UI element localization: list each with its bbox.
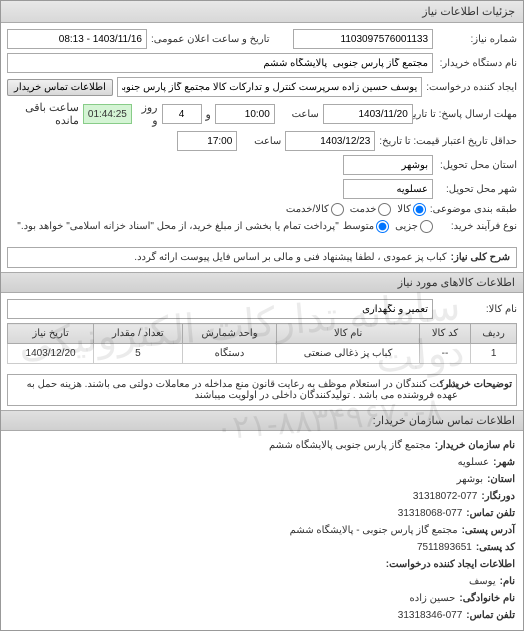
cat-both-radio[interactable]: کالا/خدمت — [286, 203, 344, 216]
remain-days-input[interactable] — [162, 104, 202, 124]
buyer-org-input[interactable] — [7, 53, 433, 73]
desc-box: شرح کلی نیاز: کباب پز عمودی ، لطفا پیشنه… — [7, 247, 517, 268]
c-fax: 31318072-077 — [413, 488, 478, 505]
c-lname: حسین زاده — [410, 590, 456, 607]
province-input[interactable] — [343, 155, 433, 175]
remain-days-label: روز و — [136, 101, 158, 127]
c-fax-label: دورنگار: — [481, 488, 515, 505]
process-label: نوع فرآیند خرید: — [437, 221, 517, 232]
items-table: ردیف کد کالا نام کالا واحد شمارش تعداد /… — [7, 323, 517, 364]
cat-all-radio[interactable]: کالا — [397, 203, 426, 216]
announce-label: تاریخ و ساعت اعلان عمومی: — [151, 34, 270, 45]
city-label: شهر محل تحویل: — [437, 184, 517, 195]
c-creator2-label: اطلاعات ایجاد کننده درخواست: — [386, 556, 515, 573]
category-label: طبقه بندی موضوعی: — [430, 204, 517, 215]
col-date: تاریخ نیاز — [8, 324, 94, 344]
buyer-note-label: توضیحات خریدار: — [462, 379, 512, 401]
c-phone2: 31318346-077 — [398, 607, 463, 624]
c-prov: عسلویه — [458, 454, 490, 471]
c-phone2-label: تلفن تماس: — [466, 607, 515, 624]
remain-time: 01:44:25 — [83, 104, 132, 124]
table-row[interactable]: 1 -- کباب پز ذغالی صنعتی دستگاه 5 1403/1… — [8, 344, 517, 364]
buyer-note-box: توضیحات خریدار: شرکت کنندگان در استعلام … — [7, 374, 517, 406]
c-phone: 31318068-077 — [398, 505, 463, 522]
creator-label: ایجاد کننده درخواست: — [426, 82, 517, 93]
c-phone-label: تلفن تماس: — [466, 505, 515, 522]
c-prov-label: شهر: — [493, 454, 515, 471]
remain-label: ساعت باقی مانده — [7, 101, 79, 127]
cell-unit: دستگاه — [182, 344, 277, 364]
col-qty: تعداد / مقدار — [94, 324, 182, 344]
time-label-1: ساعت — [279, 109, 319, 120]
c-zip: 7511893651 — [417, 539, 472, 556]
c-city: بوشهر — [457, 471, 483, 488]
proc-medium-radio[interactable]: متوسط — [343, 220, 389, 233]
buyer-note-text: شرکت کنندگان در استعلام موظف به رعایت قا… — [12, 379, 458, 401]
table-header-row: ردیف کد کالا نام کالا واحد شمارش تعداد /… — [8, 324, 517, 344]
province-label: استان محل تحویل: — [437, 160, 517, 171]
c-org: مجتمع گاز پارس جنوبی پالایشگاه ششم — [269, 437, 431, 454]
col-name: نام کالا — [277, 324, 419, 344]
category-radio-group: کالا خدمت کالا/خدمت — [286, 203, 426, 216]
process-radio-group: جزیی متوسط — [343, 220, 433, 233]
city-input[interactable] — [343, 179, 433, 199]
cell-date: 1403/12/20 — [8, 344, 94, 364]
c-city-label: استان: — [487, 471, 515, 488]
c-addr: مجتمع گاز پارس جنوبی - پالایشگاه ششم — [290, 522, 458, 539]
cat-service-radio[interactable]: خدمت — [350, 203, 392, 216]
col-row: ردیف — [471, 324, 517, 344]
contact-section-header: اطلاعات تماس سازمان خریدار: — [1, 410, 523, 431]
announce-input[interactable] — [7, 29, 147, 49]
buyer-org-label: نام دستگاه خریدار: — [437, 58, 517, 69]
c-org-label: نام سازمان خریدار: — [435, 437, 515, 454]
cell-code: -- — [419, 344, 470, 364]
desc-label: شرح کلی نیاز: — [451, 252, 510, 263]
desc-text: کباب پز عمودی ، لطفا پیشنهاد فنی و مالی … — [134, 252, 446, 263]
col-unit: واحد شمارش — [182, 324, 277, 344]
items-section-header: اطلاعات کالاهای مورد نیاز — [1, 272, 523, 293]
contact-section: نام سازمان خریدار:مجتمع گاز پارس جنوبی پ… — [1, 431, 523, 630]
c-addr-label: آدرس پستی: — [462, 522, 515, 539]
cell-qty: 5 — [94, 344, 182, 364]
request-no-label: شماره نیاز: — [437, 34, 517, 45]
time-label-2: ساعت — [241, 136, 281, 147]
col-code: کد کالا — [419, 324, 470, 344]
creator-input[interactable] — [117, 77, 422, 97]
request-no-input[interactable] — [293, 29, 433, 49]
c-zip-label: کد پستی: — [476, 539, 515, 556]
panel-title: جزئیات اطلاعات نیاز — [422, 6, 515, 18]
deadline-time-input[interactable] — [215, 104, 275, 124]
proc-partial-radio[interactable]: جزیی — [395, 220, 433, 233]
remain-and: و — [206, 108, 211, 121]
min-validity-date-input[interactable] — [285, 131, 375, 151]
min-validity-time-input[interactable] — [177, 131, 237, 151]
panel-header: جزئیات اطلاعات نیاز — [1, 1, 523, 23]
deadline-date-input[interactable] — [323, 104, 413, 124]
cell-row: 1 — [471, 344, 517, 364]
deadline-label: مهلت ارسال پاسخ: تا تاریخ: — [417, 109, 517, 120]
c-lname-label: نام خانوادگی: — [459, 590, 515, 607]
filter-label: نام کالا: — [437, 304, 517, 315]
process-note: "پرداخت تمام یا بخشی از مبلغ خرید، از مح… — [17, 221, 338, 232]
filter-input[interactable] — [7, 299, 433, 319]
contact-button[interactable]: اطلاعات تماس خریدار — [7, 79, 113, 96]
min-validity-label: حداقل تاریخ اعتبار قیمت: تا تاریخ: — [379, 136, 517, 147]
cell-name: کباب پز ذغالی صنعتی — [277, 344, 419, 364]
